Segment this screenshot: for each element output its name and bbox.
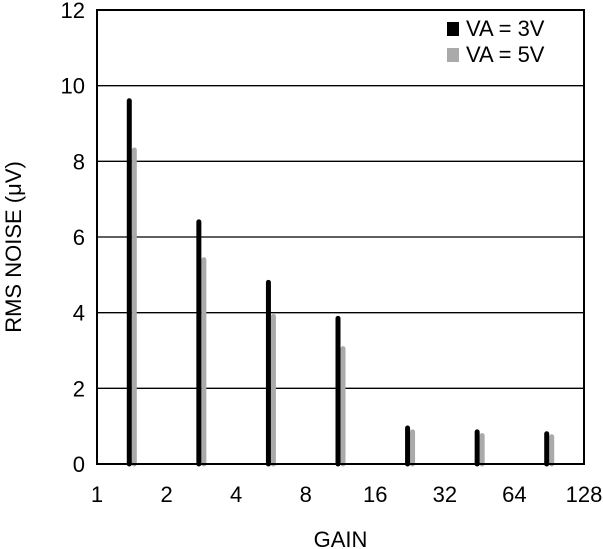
y-axis-title: RMS NOISE (μV) <box>1 161 26 333</box>
bars <box>126 98 555 467</box>
y-tick-label: 12 <box>61 0 85 23</box>
legend-swatch <box>447 22 459 36</box>
gridlines <box>97 85 584 389</box>
y-tick-label: 4 <box>73 301 85 326</box>
x-tick-label: 1 <box>91 482 103 507</box>
y-tick-label: 2 <box>73 376 85 401</box>
plot-frame <box>96 9 585 465</box>
y-tick-label: 0 <box>73 452 85 477</box>
x-tick-label: 2 <box>160 482 172 507</box>
y-tick-label: 10 <box>61 74 85 99</box>
x-tick-label: 64 <box>502 482 526 507</box>
x-tick-label: 32 <box>433 482 457 507</box>
y-tick-label: 8 <box>73 149 85 174</box>
legend-label: VA = 5V <box>466 42 545 67</box>
y-tick-label: 6 <box>73 225 85 250</box>
x-axis-title: GAIN <box>314 527 368 549</box>
legend-swatch <box>447 48 459 62</box>
y-tick-labels: 0 2 4 6 8 10 12 <box>61 0 85 477</box>
x-tick-label: 128 <box>566 482 603 507</box>
legend-label: VA = 3V <box>466 16 545 41</box>
x-tick-label: 8 <box>300 482 312 507</box>
x-tick-label: 16 <box>363 482 387 507</box>
x-tick-label: 4 <box>230 482 242 507</box>
x-tick-labels: 1 2 4 8 16 32 64 128 <box>91 482 602 507</box>
